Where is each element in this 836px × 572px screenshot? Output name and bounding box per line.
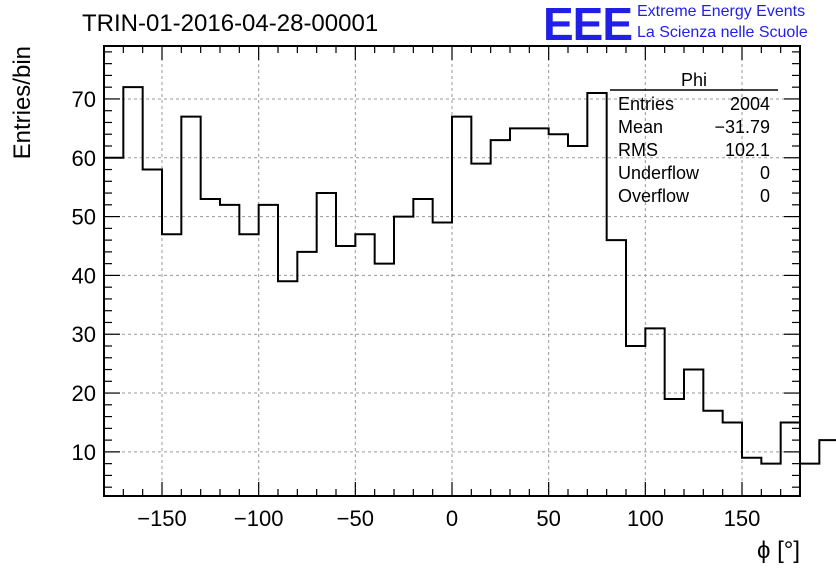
histogram-bin [181, 117, 200, 496]
histogram-bin [239, 234, 258, 496]
histogram-bin [607, 240, 626, 496]
y-tick-label: 60 [72, 146, 96, 171]
stats-row-label: Mean [618, 117, 663, 137]
histogram-layer [104, 86, 836, 496]
stats-row-label: Underflow [618, 163, 700, 183]
histogram-bin [452, 117, 471, 496]
histogram-bin [104, 158, 123, 496]
stats-row-label: Entries [618, 94, 674, 114]
histogram-bin [819, 440, 836, 496]
histogram-bin [317, 193, 336, 496]
y-tick-label: 50 [72, 205, 96, 230]
x-tick-label: 100 [627, 506, 664, 531]
stats-row-value: 0 [760, 186, 770, 206]
y-tick-label: 40 [72, 263, 96, 288]
histogram-bin [355, 234, 374, 496]
histogram-bin [645, 328, 664, 496]
histogram-bin [220, 205, 239, 496]
histogram-bin [433, 222, 452, 496]
stats-row-value: 102.1 [725, 140, 770, 160]
x-axis-label: ϕ [°] [757, 537, 800, 564]
x-tick-label: −100 [234, 506, 284, 531]
histogram-bin [394, 217, 413, 496]
histogram-bin [703, 411, 722, 496]
y-axis-label: Entries/bin [9, 46, 36, 159]
histogram-bin [723, 422, 742, 496]
histogram-bin [123, 87, 142, 496]
stats-row-value: −31.79 [714, 117, 770, 137]
tick-layer [104, 46, 800, 496]
histogram-bin [491, 140, 510, 496]
y-tick-label: 30 [72, 322, 96, 347]
logo-line-1: Extreme Energy Events [637, 3, 806, 20]
histogram-bin [626, 346, 645, 496]
histogram-bin [549, 134, 568, 496]
histogram-bin [413, 199, 432, 496]
histogram-bin [259, 205, 278, 496]
stats-title: Phi [681, 70, 707, 90]
histogram-bin [529, 128, 548, 496]
x-tick-label: −150 [137, 506, 187, 531]
y-tick-label: 10 [72, 440, 96, 465]
stats-row-value: 2004 [730, 94, 770, 114]
logo-line-2: La Scienza nelle Scuole [637, 24, 808, 41]
x-tick-label: −50 [337, 506, 374, 531]
histogram-bin [761, 464, 780, 496]
histogram-bin [278, 281, 297, 496]
page-title: TRIN-01-2016-04-28-00001 [82, 10, 379, 37]
histogram-outline [104, 86, 836, 465]
histogram-bin [568, 146, 587, 496]
x-tick-label: 0 [446, 506, 458, 531]
histogram-bin [375, 264, 394, 496]
stats-row-value: 0 [760, 163, 770, 183]
histogram-bin [336, 246, 355, 496]
histogram-bin [742, 458, 761, 496]
eee-logo: EEE [543, 0, 633, 50]
histogram-bin [665, 399, 684, 496]
histogram-bin [587, 93, 606, 496]
histogram-bin [781, 422, 800, 496]
y-tick-label: 20 [72, 381, 96, 406]
stats-rows: Entries 2004 Mean −31.79 RMS 102.1 Underflow 0 O… [618, 94, 770, 206]
x-tick-label: 150 [724, 506, 761, 531]
y-tick-label: 70 [72, 87, 96, 112]
stats-row-label: RMS [618, 140, 658, 160]
stats-box: Phi Entries 2004 Mean −31.79 RMS 102.1 Underfl… [610, 70, 778, 206]
histogram-bin [800, 464, 819, 496]
histogram-bin [471, 164, 490, 496]
tick-label-layer: −150 −100 −50 0 50 100 150 10 20 30 40 50 60 70 [72, 87, 761, 531]
histogram-bin [297, 252, 316, 496]
histogram-bin [684, 370, 703, 496]
x-tick-label: 50 [536, 506, 560, 531]
histogram-bin [162, 234, 181, 496]
histogram-bin [201, 199, 220, 496]
histogram-bin [510, 128, 529, 496]
histogram-bin [143, 170, 162, 496]
stats-row-label: Overflow [618, 186, 690, 206]
